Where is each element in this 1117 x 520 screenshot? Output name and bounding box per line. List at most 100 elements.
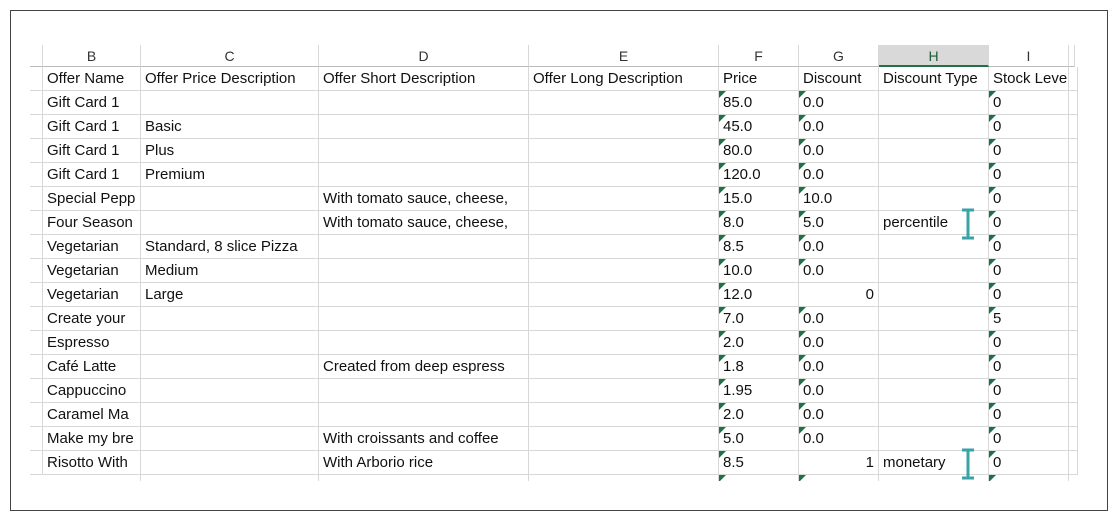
cell[interactable] xyxy=(1069,187,1078,211)
cell[interactable]: Vegetarian xyxy=(43,235,141,259)
cell[interactable] xyxy=(529,211,719,235)
cell[interactable]: 0.0 xyxy=(799,259,879,283)
cell[interactable]: 8.0 xyxy=(719,211,799,235)
cell[interactable]: 0.0 xyxy=(799,91,879,115)
cell[interactable] xyxy=(879,475,989,481)
cell[interactable] xyxy=(1069,379,1078,403)
cell[interactable]: 2.0 xyxy=(719,403,799,427)
cell[interactable] xyxy=(319,379,529,403)
cell[interactable] xyxy=(1069,403,1078,427)
cell[interactable] xyxy=(141,451,319,475)
cell[interactable] xyxy=(1069,283,1078,307)
cell[interactable]: monetary xyxy=(879,451,989,475)
cell[interactable]: Large xyxy=(141,283,319,307)
cell[interactable] xyxy=(1069,451,1078,475)
cell[interactable]: 85.0 xyxy=(719,91,799,115)
cell[interactable]: 1.8 xyxy=(719,355,799,379)
cell[interactable] xyxy=(879,259,989,283)
cell[interactable]: 0.0 xyxy=(799,163,879,187)
cell[interactable] xyxy=(30,379,43,403)
cell[interactable] xyxy=(319,163,529,187)
cell[interactable] xyxy=(141,379,319,403)
column-letter[interactable]: G xyxy=(799,45,879,67)
cell[interactable]: 0 xyxy=(989,403,1069,427)
cell[interactable]: Gift Card 1 xyxy=(43,139,141,163)
cell[interactable]: 0.0 xyxy=(799,307,879,331)
cell[interactable] xyxy=(43,475,141,481)
cell[interactable]: 0 xyxy=(989,187,1069,211)
cell[interactable] xyxy=(30,163,43,187)
cell[interactable]: Gift Card 1 xyxy=(43,91,141,115)
column-letter[interactable]: H xyxy=(879,45,989,67)
cell[interactable]: Vegetarian xyxy=(43,283,141,307)
cell[interactable] xyxy=(30,331,43,355)
cell[interactable] xyxy=(879,331,989,355)
cell[interactable] xyxy=(319,115,529,139)
header-cell[interactable] xyxy=(30,67,43,91)
cell[interactable]: 0 xyxy=(989,115,1069,139)
cell[interactable] xyxy=(529,91,719,115)
cell[interactable] xyxy=(879,307,989,331)
cell[interactable] xyxy=(141,211,319,235)
cell[interactable] xyxy=(879,115,989,139)
cell[interactable] xyxy=(879,379,989,403)
column-letter[interactable]: E xyxy=(529,45,719,67)
cell[interactable] xyxy=(319,283,529,307)
cell[interactable]: 8.5 xyxy=(719,451,799,475)
cell[interactable] xyxy=(319,403,529,427)
cell[interactable] xyxy=(989,475,1069,481)
cell[interactable] xyxy=(879,403,989,427)
cell[interactable]: 0 xyxy=(989,283,1069,307)
header-cell[interactable]: Offer Price Description xyxy=(141,67,319,91)
column-letter[interactable] xyxy=(30,45,43,67)
cell[interactable] xyxy=(879,283,989,307)
cell[interactable] xyxy=(30,115,43,139)
cell[interactable] xyxy=(879,235,989,259)
cell[interactable]: 120.0 xyxy=(719,163,799,187)
cell[interactable] xyxy=(529,187,719,211)
cell[interactable]: 10.0 xyxy=(719,259,799,283)
cell[interactable]: 45.0 xyxy=(719,115,799,139)
column-letter[interactable]: I xyxy=(989,45,1069,67)
cell[interactable] xyxy=(1069,331,1078,355)
cell[interactable] xyxy=(141,307,319,331)
cell[interactable] xyxy=(529,163,719,187)
cell[interactable]: 0 xyxy=(989,259,1069,283)
cell[interactable] xyxy=(529,475,719,481)
cell[interactable]: 0 xyxy=(989,163,1069,187)
cell[interactable]: Create your xyxy=(43,307,141,331)
cell[interactable]: Premium xyxy=(141,163,319,187)
column-letter[interactable]: F xyxy=(719,45,799,67)
header-cell[interactable]: Stock Leve xyxy=(989,67,1069,91)
cell[interactable]: 0 xyxy=(989,331,1069,355)
cell[interactable]: Risotto With xyxy=(43,451,141,475)
cell[interactable]: Four Season xyxy=(43,211,141,235)
cell[interactable] xyxy=(529,235,719,259)
header-cell[interactable] xyxy=(1069,67,1078,91)
cell[interactable] xyxy=(30,307,43,331)
cell[interactable]: 0.0 xyxy=(799,427,879,451)
cell[interactable] xyxy=(319,475,529,481)
cell[interactable] xyxy=(319,307,529,331)
cell[interactable] xyxy=(879,355,989,379)
cell[interactable] xyxy=(319,259,529,283)
cell[interactable] xyxy=(319,331,529,355)
cell[interactable]: 5.0 xyxy=(719,427,799,451)
cell[interactable]: Make my bre xyxy=(43,427,141,451)
cell[interactable]: 0 xyxy=(989,139,1069,163)
cell[interactable] xyxy=(1069,163,1078,187)
cell[interactable]: 1.95 xyxy=(719,379,799,403)
cell[interactable]: 0.0 xyxy=(799,403,879,427)
cell[interactable]: Café Latte xyxy=(43,355,141,379)
cell[interactable] xyxy=(30,403,43,427)
column-letter[interactable] xyxy=(1069,45,1075,67)
cell[interactable] xyxy=(141,475,319,481)
cell[interactable] xyxy=(30,451,43,475)
header-cell[interactable]: Price xyxy=(719,67,799,91)
cell[interactable] xyxy=(1069,139,1078,163)
cell[interactable]: With tomato sauce, cheese, xyxy=(319,211,529,235)
cell[interactable]: Plus xyxy=(141,139,319,163)
cell[interactable] xyxy=(30,259,43,283)
cell[interactable]: 0 xyxy=(989,427,1069,451)
cell[interactable]: Basic xyxy=(141,115,319,139)
